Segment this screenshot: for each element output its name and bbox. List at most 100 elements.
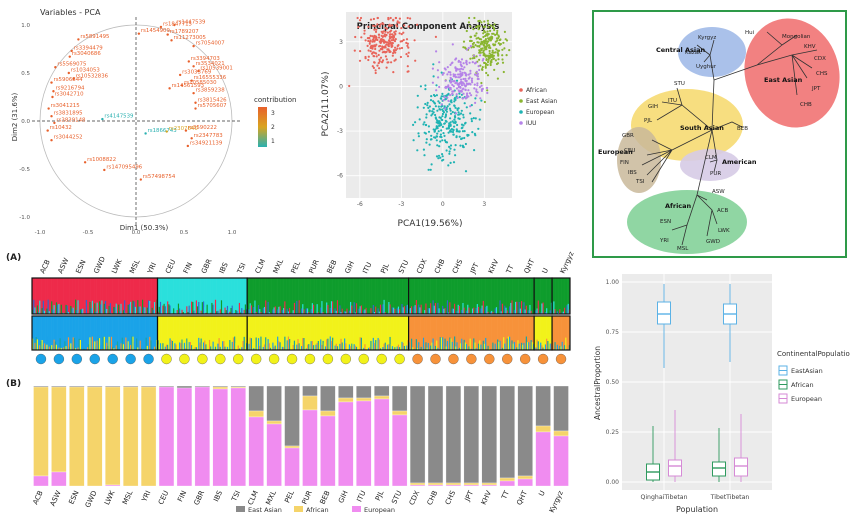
ancestry-column <box>430 316 432 350</box>
ancestry-column-minor <box>536 308 539 314</box>
ancestry-column <box>432 278 435 314</box>
ancestry-column <box>100 278 102 314</box>
ancestry-column-minor <box>327 338 329 350</box>
ancestry-column <box>308 278 310 314</box>
ancestry-column <box>181 316 183 350</box>
ancestry-column <box>43 316 46 350</box>
pca-point <box>389 41 392 44</box>
pca-point <box>485 42 488 46</box>
ancestry-column <box>303 316 305 350</box>
ancestry-column <box>163 278 166 314</box>
ancestry-column-minor <box>130 345 132 350</box>
ancestry-column-minor <box>128 303 131 314</box>
stacked-bar-segment <box>320 385 336 412</box>
ancestry-column-minor <box>90 308 93 314</box>
population-label: TT <box>500 489 512 502</box>
ancestry-column-minor <box>461 309 463 314</box>
pca-point <box>481 68 484 71</box>
ancestry-column-minor <box>163 303 166 314</box>
pca-point <box>407 70 410 73</box>
ancestry-column-minor <box>198 337 200 350</box>
ancestry-column <box>41 278 44 314</box>
ancestry-column <box>326 316 328 350</box>
pca-point <box>368 42 371 45</box>
ancestry-column <box>371 278 374 314</box>
ancestry-column <box>49 316 52 350</box>
ancestry-column-minor <box>320 307 322 314</box>
ancestry-column-minor <box>179 342 181 350</box>
ancestry-column <box>382 278 384 314</box>
ancestry-column <box>390 278 393 314</box>
pca-point <box>489 63 492 67</box>
ancestry-column-minor <box>173 308 175 314</box>
ancestry-column-minor <box>443 308 445 314</box>
x-tick-label: -0.5 <box>83 230 94 234</box>
pca-point <box>429 168 432 171</box>
pca-point <box>348 84 351 88</box>
pca-point <box>431 112 434 115</box>
ancestry-column-minor <box>138 345 140 350</box>
ancestry-column <box>261 316 264 350</box>
ancestry-column <box>301 278 303 314</box>
ancestry-column-minor <box>322 340 325 350</box>
ancestry-column-minor <box>464 342 467 350</box>
ancestry-column <box>350 278 352 314</box>
variable-label: rs3831895 <box>54 111 83 117</box>
ancestry-column-minor <box>519 308 522 314</box>
ancestry-column-minor <box>232 302 235 314</box>
ancestry-column-minor <box>55 344 58 350</box>
ancestry-column <box>149 278 151 314</box>
box <box>734 457 748 477</box>
pca-point <box>385 50 388 53</box>
ancestry-column-minor <box>285 341 287 350</box>
pca-point <box>455 79 459 82</box>
pca-point <box>383 46 386 49</box>
ancestry-column-minor <box>104 347 107 350</box>
pca-point <box>439 97 442 100</box>
pca-point <box>475 32 478 35</box>
pca-point <box>374 69 377 72</box>
ancestry-column <box>185 316 187 350</box>
contribution-legend-title: contribution <box>254 96 296 104</box>
ancestry-column-minor <box>204 340 206 350</box>
variable-label: rs3839148 <box>56 117 86 123</box>
boxplot-xlabel: Population <box>676 505 718 514</box>
pca-point <box>363 29 366 32</box>
ancestry-column-minor <box>370 308 372 314</box>
pca-point <box>454 106 457 109</box>
ancestry-column <box>89 278 91 314</box>
pca-scatter-plot: Principal Component Analysis -6 -3 0 330-3-… <box>310 4 565 232</box>
ancestry-column-minor <box>266 308 268 314</box>
ancestry-column-minor <box>248 309 250 314</box>
ancestry-column <box>507 278 510 314</box>
ancestry-column-minor <box>454 336 456 350</box>
ancestry-column <box>562 278 565 314</box>
ancestry-column <box>293 278 296 314</box>
pca-point <box>473 83 476 86</box>
ancestry-column <box>97 278 100 314</box>
ancestry-column-minor <box>512 343 515 350</box>
ancestry-column <box>543 278 546 314</box>
ancestry-column-minor <box>428 340 431 350</box>
pca-point <box>460 84 464 87</box>
ancestry-column-minor <box>192 345 194 350</box>
ancestry-column-minor <box>271 307 273 314</box>
ancestry-column-minor <box>297 339 299 350</box>
ancestry-column-minor <box>188 305 191 314</box>
ancestry-column <box>54 316 57 350</box>
ancestry-column <box>244 316 247 350</box>
ancestry-column <box>110 316 113 350</box>
pca-point <box>450 62 453 65</box>
ancestry-column <box>192 316 194 350</box>
ancestry-column-minor <box>308 344 310 350</box>
ancestry-column <box>65 316 67 350</box>
ancestry-column <box>450 278 452 314</box>
ancestry-column-minor <box>394 309 396 314</box>
ancestry-column <box>137 278 139 314</box>
pca-point <box>486 63 489 66</box>
ancestry-column <box>278 278 280 314</box>
pca-point <box>468 61 471 64</box>
pca-point <box>441 112 444 116</box>
ancestry-column-minor <box>326 302 328 314</box>
ancestry-column-minor <box>199 312 201 314</box>
